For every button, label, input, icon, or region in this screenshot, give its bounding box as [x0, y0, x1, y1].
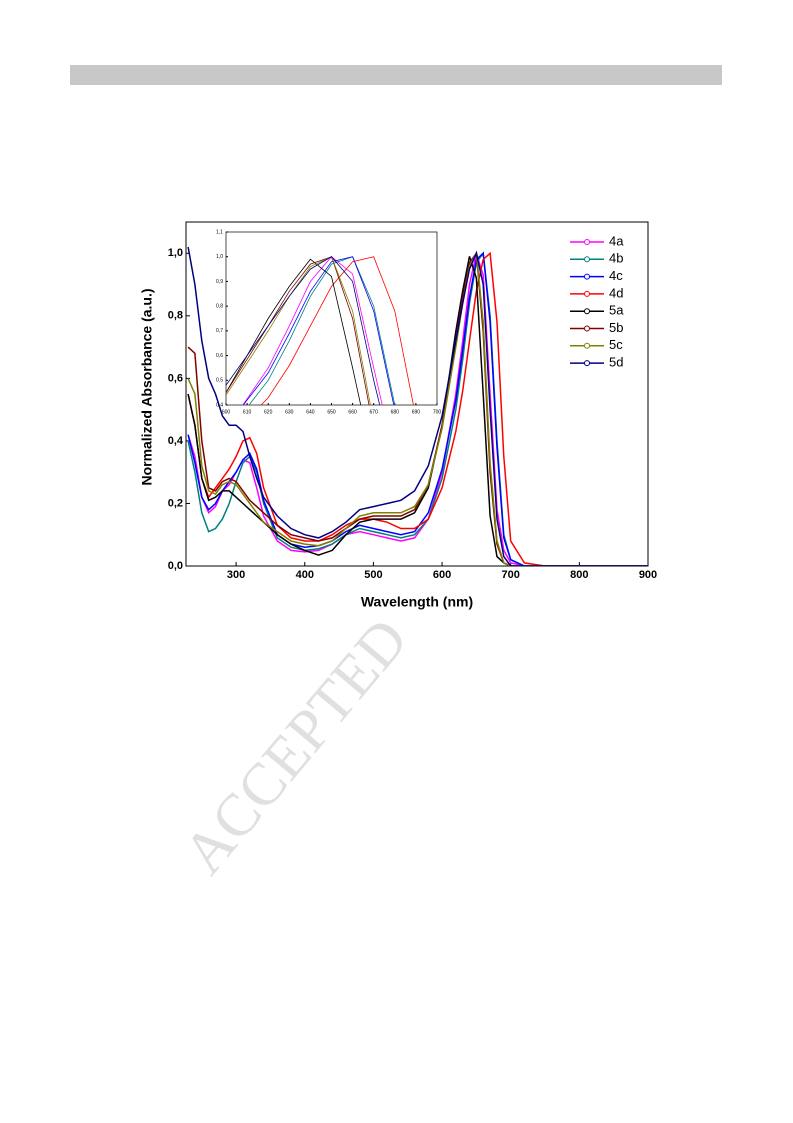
inset-frame: [225, 231, 438, 406]
series-line: [248, 256, 396, 405]
watermark: ACCEPTED: [170, 606, 420, 886]
legend-marker: [584, 325, 590, 332]
y-tick-label: 0,5: [216, 378, 223, 384]
series-line: [187, 246, 648, 566]
legend-label: 5b: [609, 320, 623, 335]
legend-label: 4b: [609, 251, 623, 266]
x-tick-label: 500: [364, 569, 382, 581]
x-tick-label: 670: [370, 409, 379, 415]
x-tick-label: 600: [433, 569, 451, 581]
x-tick-label: 640: [306, 409, 315, 415]
legend-label: 5c: [609, 337, 623, 352]
legend-label: 4a: [609, 233, 624, 248]
legend-label: 5d: [609, 355, 623, 370]
x-tick-label: 700: [502, 569, 520, 581]
y-tick-label: 0,8: [216, 303, 223, 309]
x-tick-label: 400: [296, 569, 314, 581]
legend-marker: [584, 360, 590, 367]
header-bar: [70, 65, 722, 85]
series-line: [187, 251, 648, 566]
legend-label: 4c: [609, 268, 623, 283]
x-tick-label: 660: [348, 409, 357, 415]
legend-marker: [584, 308, 590, 315]
x-tick-label: 610: [243, 409, 252, 415]
series-line: [242, 256, 395, 405]
legend-marker: [584, 256, 590, 263]
y-tick-label: 0,2: [168, 497, 183, 509]
legend-marker: [584, 273, 590, 280]
legend-marker: [584, 342, 590, 349]
x-tick-label: 700: [433, 409, 442, 415]
series-line: [187, 256, 648, 566]
y-tick-label: 0,6: [168, 372, 183, 384]
legend-label: 5a: [609, 303, 624, 318]
x-axis-label: Wavelength (nm): [361, 594, 473, 610]
y-tick-label: 0,4: [216, 402, 223, 408]
y-tick-label: 0,9: [216, 279, 223, 285]
series-line: [260, 256, 414, 405]
x-tick-label: 800: [570, 569, 588, 581]
series-group: [226, 256, 414, 405]
series-group: [187, 246, 648, 566]
x-tick-label: 630: [285, 409, 294, 415]
y-tick-label: 1,0: [216, 254, 223, 260]
y-tick-label: 0,8: [168, 310, 183, 322]
legend-marker: [584, 239, 590, 245]
x-tick-label: 300: [227, 569, 245, 581]
y-tick-label: 1,1: [216, 229, 223, 235]
x-tick-label: 650: [327, 409, 336, 415]
y-tick-label: 0,0: [168, 560, 183, 572]
y-tick-label: 0,4: [168, 435, 184, 447]
series-line: [187, 251, 648, 566]
x-tick-label: 900: [639, 569, 657, 581]
x-tick-label: 680: [391, 409, 400, 415]
x-tick-label: 620: [264, 409, 273, 415]
y-tick-label: 0,6: [216, 353, 223, 359]
y-axis-label: Normalized Absorbance (a.u.): [139, 288, 155, 485]
x-tick-label: 690: [412, 409, 421, 415]
legend-label: 4d: [609, 285, 623, 300]
series-line: [187, 250, 648, 566]
legend-marker: [584, 290, 590, 297]
y-tick-label: 1,0: [168, 247, 183, 259]
y-tick-label: 0,7: [216, 328, 223, 334]
x-tick-label: 600: [222, 409, 231, 415]
